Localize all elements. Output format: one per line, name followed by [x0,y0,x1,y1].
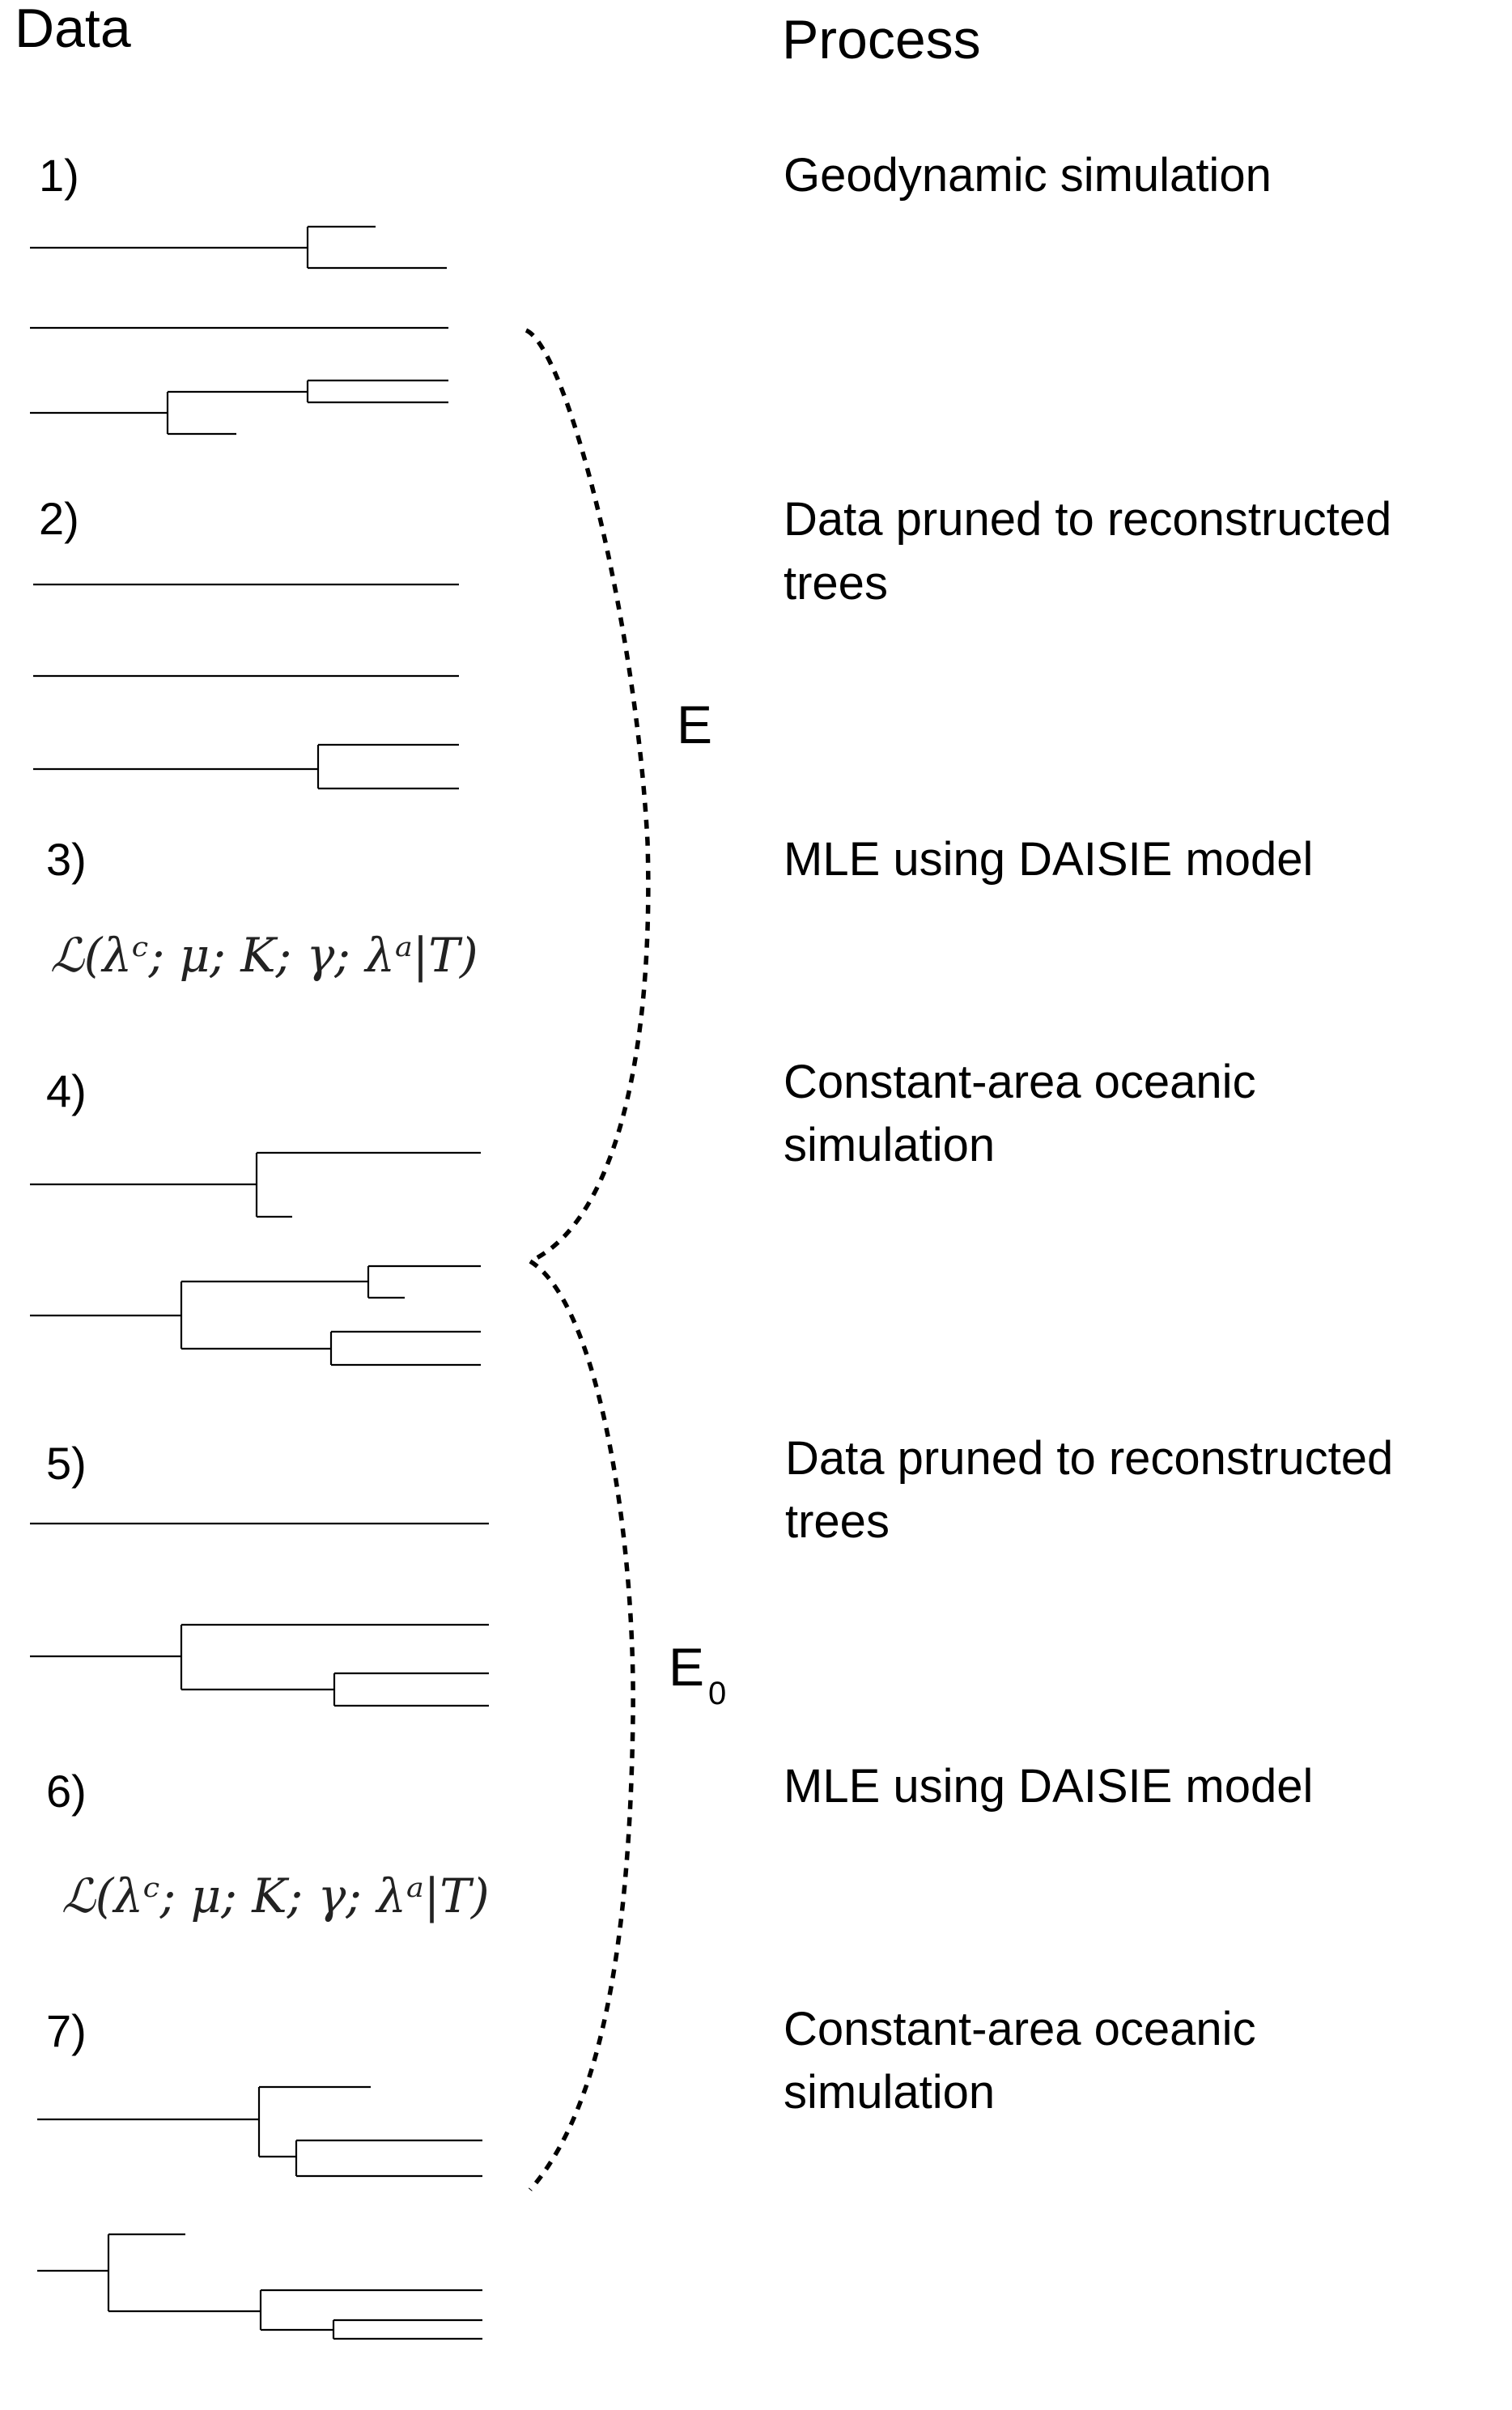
tree-step-7-b [37,2233,482,2340]
tree-step-4-b [30,1265,481,1367]
step-1-number: 1) [39,150,79,201]
tree-step-5-b [30,1623,489,1707]
step-4-number: 4) [46,1065,87,1116]
tree-step-4-a [30,1151,481,1218]
tree-step-1-c [30,379,448,436]
process-step-2-line-2: trees [784,557,888,610]
brace-E [525,328,651,1264]
tree-step-1-a [30,225,447,270]
step-5-number: 5) [46,1438,87,1489]
process-step-4-line-1: Constant-area oceanic [784,1056,1256,1108]
tree-step-2-c [33,743,459,790]
brace-label-E0: E [669,1637,704,1697]
step-3-number: 3) [46,834,87,885]
step-2-number: 2) [39,493,79,544]
likelihood-formula-step-6: ℒ(λᶜ; μ; K; γ; λᵃ|T) [62,1868,490,1923]
step-6-number: 6) [46,1766,87,1817]
brace-label-E: E [677,695,712,754]
process-step-7-line-1: Constant-area oceanic [784,2003,1256,2055]
tree-step-7-a [37,2085,482,2178]
process-step-5-line-2: trees [785,1495,890,1548]
process-step-6: MLE using DAISIE model [784,1760,1313,1813]
process-step-5-line-1: Data pruned to reconstructed [785,1432,1393,1485]
process-step-2-line-1: Data pruned to reconstructed [784,493,1391,546]
process-step-3: MLE using DAISIE model [784,833,1313,886]
brace-E0 [528,1259,635,2191]
process-step-1: Geodynamic simulation [784,149,1272,202]
process-step-4-line-2: simulation [784,1119,995,1171]
process-step-7-line-2: simulation [784,2066,995,2119]
process-column-header: Process [782,9,981,70]
step-7-number: 7) [46,2005,87,2056]
likelihood-formula-step-3: ℒ(λᶜ; μ; K; γ; λᵃ|T) [50,928,478,983]
brace-label-E0-subscript: 0 [708,1676,726,1711]
data-column-header: Data [15,0,131,59]
